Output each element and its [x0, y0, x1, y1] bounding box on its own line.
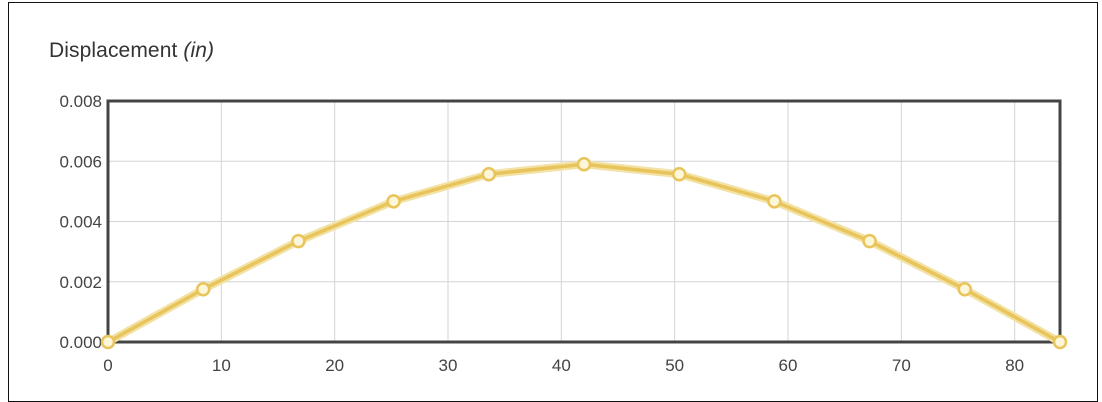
x-tick-label: 50 — [665, 356, 684, 375]
series-line-halo — [104, 160, 1064, 346]
x-tick-label: 20 — [325, 356, 344, 375]
data-point — [1052, 334, 1068, 350]
y-tick-label: 0.000 — [59, 333, 102, 352]
chart-title-text: Displacement — [49, 39, 178, 62]
chart-title: Displacement (in) — [49, 39, 214, 63]
x-tick-label: 30 — [439, 356, 458, 375]
data-point — [767, 194, 782, 209]
y-tick-label: 0.006 — [59, 152, 102, 171]
chart-panel: Displacement (in) — [8, 2, 1098, 402]
grid-lines — [107, 100, 1060, 343]
data-point — [481, 166, 497, 182]
x-tick-label: 0 — [103, 356, 112, 375]
data-point — [671, 166, 687, 182]
data-point — [195, 282, 211, 297]
plot-area-border — [106, 99, 1062, 344]
y-tick-label: 0.002 — [59, 273, 102, 292]
y-tick-label: 0.004 — [59, 213, 102, 232]
x-tick-label: 10 — [212, 356, 231, 375]
x-tick-label: 70 — [892, 356, 911, 375]
series-layer — [100, 157, 1068, 350]
data-point — [957, 282, 973, 297]
tick-labels: 0 10 20 30 40 50 60 70 80 0.000 0.002 0.004 0.006 0.0… — [59, 92, 1024, 375]
data-point — [862, 233, 877, 249]
data-point — [291, 233, 306, 249]
x-tick-label: 60 — [779, 356, 798, 375]
x-tick-label: 40 — [552, 356, 571, 375]
displacement-chart: 0 10 20 30 40 50 60 70 80 0.000 0.002 0.004 0.006 0.0… — [59, 92, 1068, 375]
series-line — [106, 162, 1062, 344]
y-tick-label: 0.008 — [59, 92, 102, 111]
data-point — [386, 194, 401, 209]
chart-title-unit: (in) — [183, 39, 215, 62]
x-tick-label: 80 — [1005, 356, 1024, 375]
data-point — [100, 334, 116, 350]
data-point — [576, 157, 592, 172]
